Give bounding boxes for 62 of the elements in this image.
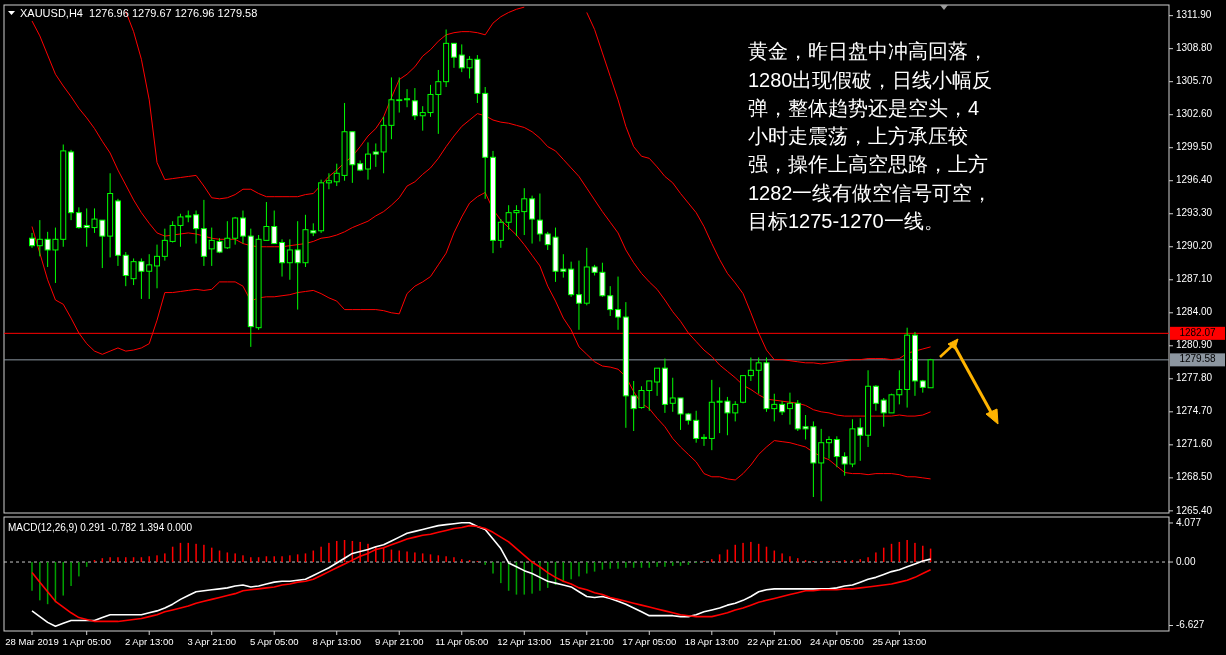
y-tick-label: 1284.00 [1176, 306, 1213, 318]
candlestick [450, 42, 457, 69]
x-tick-label: 3 Apr 21:00 [187, 635, 237, 647]
x-tick-label: 17 Apr 05:00 [622, 635, 677, 647]
y-tick-label: 1302.60 [1176, 108, 1213, 120]
text: MACD(12,26,9) 0.291 -0.782 1.394 0.000 [8, 521, 193, 533]
candlestick [154, 244, 161, 289]
chart-title: XAUUSD,H4 1276.96 1279.67 1276.96 1279.58 [20, 6, 258, 19]
y-tick-label: 1308.80 [1176, 42, 1213, 54]
candlestick [232, 216, 239, 246]
x-tick-label: 9 Apr 21:00 [374, 635, 424, 647]
candlestick [575, 260, 582, 331]
candlestick [615, 276, 622, 331]
y-tick-label: 1290.20 [1176, 240, 1213, 252]
x-tick-label: 15 Apr 21:00 [559, 635, 614, 647]
candlestick [286, 238, 293, 281]
candlestick [404, 88, 411, 108]
x-tick-label: 8 Apr 13:00 [312, 635, 362, 647]
candlestick [325, 172, 332, 190]
candlestick [529, 195, 536, 245]
candlestick [786, 392, 793, 426]
candlestick [279, 238, 286, 278]
x-tick-label: 25 Apr 13:00 [872, 635, 927, 647]
y-tick-label: 1299.50 [1176, 141, 1213, 153]
y-tick-label: 1280.90 [1176, 339, 1213, 351]
x-tick-label: 18 Apr 13:00 [684, 635, 739, 647]
y-tick-label: 1265.40 [1176, 504, 1213, 516]
candlestick [826, 435, 833, 460]
candlestick [193, 210, 200, 245]
candlestick [239, 210, 246, 245]
x-tick-label: 12 Apr 13:00 [497, 635, 552, 647]
candlestick [29, 232, 35, 249]
x-tick-label: 2 Apr 13:00 [124, 635, 174, 647]
candlestick [75, 206, 82, 230]
y-tick-label: 1277.80 [1176, 372, 1213, 384]
x-tick-label: 28 Mar 2019 [5, 635, 59, 647]
y-tick-label: 1311.90 [1176, 9, 1212, 21]
candlestick [411, 87, 418, 121]
y-tick-label: 1293.30 [1176, 207, 1213, 219]
ref-line-label: 1282.07 [1179, 326, 1217, 338]
candlestick [654, 367, 661, 397]
annotation: 黄金，昨日盘中冲高回落，1280出现假破，日线小幅反弹，整体趋势还是空头，4小时走震荡，上方承压较强，操作上高空思路，上方1282一线有做空信号可空，目标1275-1270一线。 [748, 40, 993, 233]
x-tick-label: 5 Apr 05:00 [249, 635, 299, 647]
ref-line-label: 1279.58 [1179, 353, 1217, 365]
candlestick [364, 141, 371, 181]
x-tick-label: 22 Apr 21:00 [747, 635, 802, 647]
candlestick [747, 357, 754, 382]
y-tick-label: 1268.50 [1176, 471, 1213, 483]
candlestick [872, 384, 879, 412]
x-tick-label: 1 Apr 05:00 [62, 635, 111, 647]
y-tick-label: 0.00 [1176, 555, 1196, 567]
y-tick-label: 1305.70 [1176, 75, 1213, 87]
candlestick [700, 433, 707, 447]
candlestick [536, 193, 543, 242]
y-tick-label: 1274.70 [1176, 405, 1213, 417]
x-tick-label: 11 Apr 05:00 [435, 635, 489, 647]
y-tick-label: -6.627 [1176, 619, 1205, 631]
y-tick-label: 1287.10 [1176, 273, 1213, 285]
y-tick-label: 1271.60 [1176, 438, 1213, 450]
y-tick-label: 4.077 [1176, 516, 1202, 528]
y-tick-label: 1296.40 [1176, 174, 1213, 186]
x-tick-label: 24 Apr 05:00 [809, 635, 864, 647]
